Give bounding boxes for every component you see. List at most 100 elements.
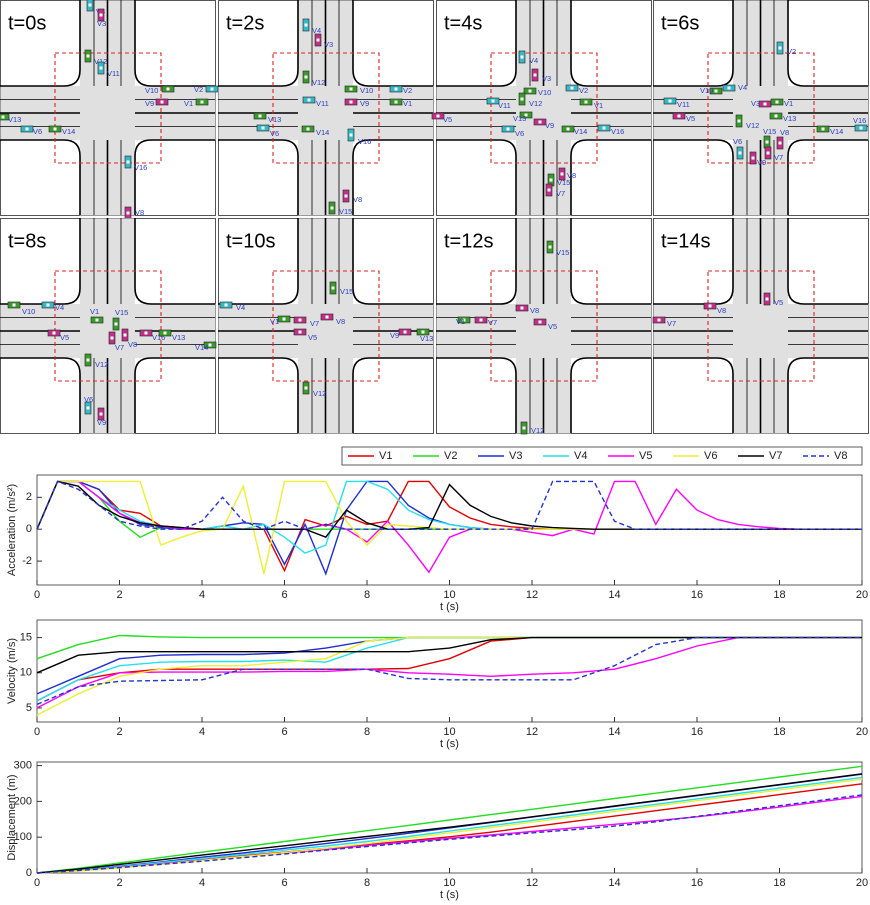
- vehicle-label: V4: [55, 303, 64, 312]
- x-tick-label: 16: [691, 726, 703, 738]
- vehicle-window: [778, 141, 782, 145]
- curb: [134, 357, 215, 433]
- vehicle-window: [298, 330, 302, 334]
- vehicle-window: [421, 330, 425, 334]
- curb: [352, 218, 433, 305]
- x-tick-label: 20: [856, 726, 868, 738]
- vehicle-label: V6: [733, 137, 742, 146]
- x-axis-label: t (s): [440, 601, 459, 613]
- time-label: t=6s: [661, 12, 699, 34]
- x-tick-label: 8: [364, 877, 370, 889]
- vehicle-window: [778, 46, 782, 50]
- vehicle-window: [86, 358, 90, 362]
- intersection-panel: t=0sV4V3V12V11V10V2V9V1V13V6V14V16V8: [0, 0, 219, 220]
- vehicle-window: [349, 87, 353, 91]
- vehicle-window: [548, 245, 552, 249]
- vehicle-label: V12: [746, 121, 759, 130]
- x-tick-label: 18: [773, 589, 785, 601]
- vehicle-window: [306, 127, 310, 131]
- y-tick-label: 5: [26, 702, 32, 714]
- vehicle-window: [12, 303, 16, 307]
- vehicle-window: [95, 318, 99, 322]
- vehicle-window: [727, 86, 731, 90]
- vehicle-window: [821, 127, 825, 131]
- y-tick-label: 100: [14, 831, 32, 843]
- vehicle-label: V10: [22, 307, 35, 316]
- y-tick-label: 200: [14, 795, 32, 807]
- y-axis-label: Velocity (m/s): [6, 638, 18, 704]
- x-tick-label: 0: [34, 589, 40, 601]
- curb: [436, 357, 517, 433]
- vehicle-window: [560, 172, 564, 176]
- vehicle-window: [99, 66, 103, 70]
- vehicle-label: V10: [360, 86, 373, 95]
- curb: [218, 357, 299, 433]
- series-line: [36, 480, 862, 574]
- x-tick-label: 14: [608, 726, 620, 738]
- control-zone: [54, 52, 162, 164]
- legend-label: V2: [444, 450, 457, 462]
- series-line: [36, 794, 863, 874]
- vehicle-label: V1: [784, 99, 793, 108]
- vehicle-window: [144, 331, 148, 335]
- vehicle-label: V13: [8, 115, 21, 124]
- vehicle-window: [126, 211, 130, 215]
- vehicle-label: V14: [574, 127, 587, 136]
- vehicle-window: [261, 126, 265, 130]
- vehicle-window: [123, 333, 127, 337]
- vehicle-window: [110, 336, 114, 340]
- vehicle-window: [524, 113, 528, 117]
- vehicle-label: V10: [145, 86, 158, 95]
- vehicle-window: [258, 114, 262, 118]
- vehicle-label: V11: [316, 99, 329, 108]
- series-line: [36, 636, 862, 706]
- x-tick-label: 4: [199, 877, 205, 889]
- vehicle-window: [160, 100, 164, 104]
- legend-label: V4: [574, 450, 587, 462]
- legend-label: V5: [639, 450, 652, 462]
- control-zone: [707, 270, 815, 382]
- vehicle-window: [325, 315, 329, 319]
- control-zone: [490, 270, 598, 382]
- x-axis-label: t (s): [440, 738, 459, 750]
- vehicle-label: V3: [751, 99, 760, 108]
- vehicle-label: V7: [310, 319, 319, 328]
- vehicle-window: [766, 151, 770, 155]
- vehicle-label: V16: [134, 163, 147, 172]
- vehicle-window: [86, 54, 90, 58]
- intersection-panel: t=10s V4 V15 V1 V7 V8 V5 V9 V13 V12: [218, 218, 434, 434]
- vehicle-label: V4: [738, 83, 747, 92]
- vehicle-label: V15: [556, 248, 569, 257]
- vehicle-label: V5: [774, 298, 783, 307]
- vehicle-window: [737, 119, 741, 123]
- vehicle-label: V7: [667, 319, 676, 328]
- vehicle-window: [88, 3, 92, 7]
- vehicle-window: [282, 317, 286, 321]
- vehicle-window: [304, 23, 308, 27]
- vehicle-label: V8: [567, 171, 576, 180]
- time-label: t=4s: [444, 12, 482, 34]
- legend-label: V8: [834, 450, 847, 462]
- vehicle-window: [208, 343, 212, 347]
- x-tick-label: 12: [526, 726, 538, 738]
- vehicle-label: V8: [353, 195, 362, 204]
- curb: [218, 218, 299, 305]
- x-tick-label: 10: [443, 726, 455, 738]
- vehicle-window: [304, 386, 308, 390]
- vehicle-window: [657, 318, 661, 322]
- vehicle-label: V6: [84, 395, 93, 404]
- control-zone: [272, 52, 380, 164]
- vehicle-window: [298, 318, 302, 322]
- x-tick-label: 8: [364, 589, 370, 601]
- vehicle-label: V15: [115, 308, 128, 317]
- vehicle-label: V6: [515, 129, 524, 138]
- vehicle-window: [668, 99, 672, 103]
- control-zone: [54, 270, 162, 382]
- vehicle-label: V8: [135, 208, 144, 217]
- vehicle-window: [1, 115, 5, 119]
- control-zone: [490, 52, 598, 164]
- vehicle-window: [316, 38, 320, 42]
- x-tick-label: 20: [856, 877, 868, 889]
- y-tick-label: 0: [26, 523, 32, 535]
